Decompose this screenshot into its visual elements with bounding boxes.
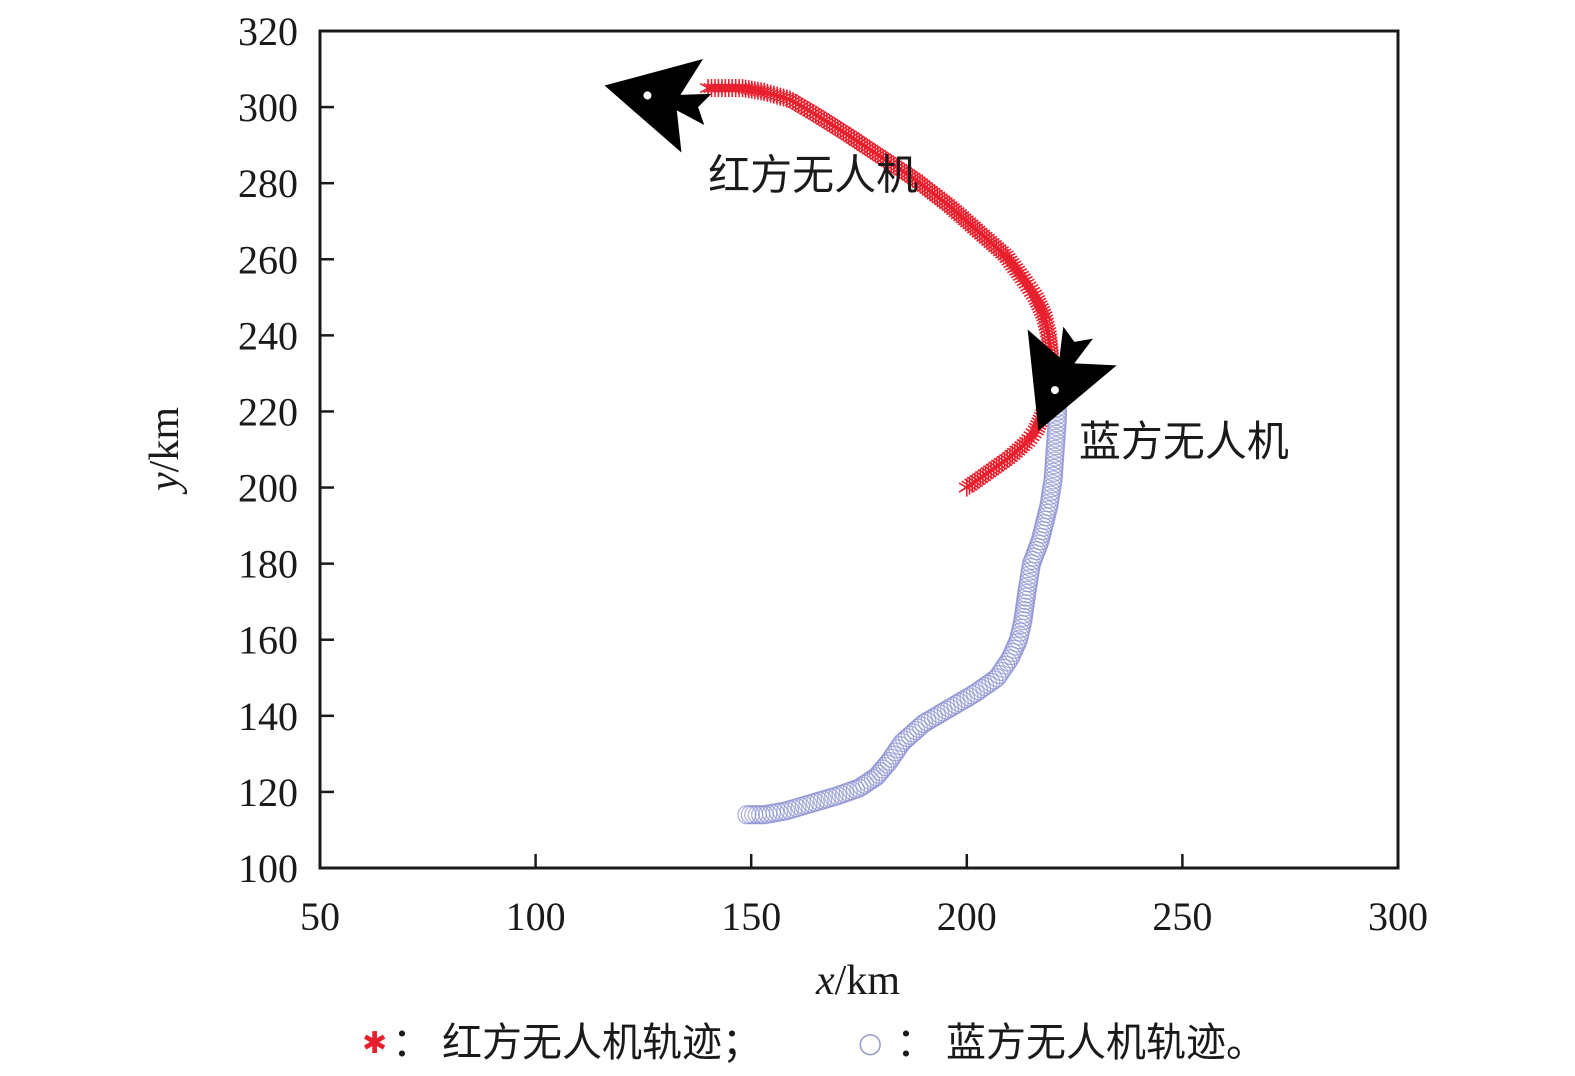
blue-trajectory-series bbox=[737, 382, 1067, 825]
legend-blue-symbol: ○ bbox=[858, 1026, 882, 1059]
red-trajectory-point bbox=[752, 82, 770, 101]
blue-trajectory-point bbox=[737, 805, 757, 825]
x-tick-label: 100 bbox=[506, 894, 566, 939]
red-trajectory-point bbox=[706, 79, 724, 98]
red-uav-annotation: 红方无人机 bbox=[708, 151, 918, 200]
x-axis-label: x/km bbox=[815, 958, 900, 1004]
legend-blue-label: 蓝方无人机轨迹。 bbox=[946, 1020, 1266, 1066]
legend-red-symbol: ✱ bbox=[362, 1026, 387, 1061]
x-tick-label: 250 bbox=[1152, 894, 1212, 939]
blue-trajectory-point bbox=[998, 652, 1018, 672]
legend-red-sep: ： bbox=[392, 1020, 432, 1066]
blue-trajectory-point bbox=[892, 732, 912, 753]
y-tick-label: 120 bbox=[238, 770, 298, 815]
blue-trajectory-point bbox=[895, 730, 915, 750]
blue-trajectory-point bbox=[890, 736, 910, 756]
y-tick-label: 240 bbox=[238, 313, 298, 358]
y-tick-label: 300 bbox=[238, 85, 298, 130]
y-axis-label-unit: /km bbox=[142, 407, 188, 473]
blue-trajectory-point bbox=[1034, 514, 1055, 534]
x-axis-label-var: x bbox=[815, 958, 835, 1004]
red-trajectory-point bbox=[1021, 430, 1038, 449]
legend-blue-sep: ： bbox=[896, 1020, 936, 1066]
y-tick-label: 320 bbox=[238, 9, 298, 54]
red-aircraft-icon bbox=[604, 59, 712, 153]
red-trajectory-point bbox=[703, 79, 720, 98]
red-trajectory-point bbox=[1018, 432, 1036, 451]
blue-trajectory-point bbox=[1007, 633, 1027, 653]
x-tick-label: 150 bbox=[721, 894, 781, 939]
blue-trajectory-point bbox=[886, 742, 906, 762]
y-axis-label-var: y bbox=[142, 472, 188, 495]
y-tick-label: 140 bbox=[238, 694, 298, 739]
x-tick-label: 50 bbox=[300, 894, 340, 939]
red-trajectory-point bbox=[746, 81, 764, 100]
axis-ticks: 50 100 150 200 250 30010012014016018020022024… bbox=[238, 9, 1428, 939]
legend: ✱ ： 红方无人机轨迹； ○ ： 蓝方无人机轨迹。 bbox=[362, 1020, 1266, 1066]
blue-trajectory-point bbox=[897, 728, 918, 748]
blue-trajectory-point bbox=[1032, 524, 1052, 544]
red-trajectory-series bbox=[699, 79, 1060, 497]
red-trajectory-point bbox=[755, 82, 773, 101]
aircraft-layer bbox=[604, 59, 1117, 431]
y-tick-label: 220 bbox=[238, 389, 298, 434]
blue-trajectory-point bbox=[1030, 531, 1050, 551]
y-tick-label: 260 bbox=[238, 237, 298, 282]
blue-trajectory-point bbox=[900, 725, 920, 745]
x-tick-label: 300 bbox=[1368, 894, 1428, 939]
x-tick-label: 200 bbox=[937, 894, 997, 939]
y-tick-label: 180 bbox=[238, 542, 298, 587]
x-axis-label-unit: /km bbox=[835, 958, 901, 1004]
y-tick-label: 200 bbox=[238, 466, 298, 511]
blue-aircraft-icon bbox=[1027, 326, 1117, 431]
legend-red-label: 红方无人机轨迹； bbox=[442, 1020, 762, 1066]
blue-trajectory-point bbox=[996, 655, 1016, 675]
red-trajectory-point bbox=[1001, 251, 1018, 270]
y-axis-label: y/km bbox=[142, 407, 188, 495]
red-trajectory-point bbox=[749, 81, 767, 100]
blue-trajectory-point bbox=[1031, 527, 1051, 547]
y-tick-label: 160 bbox=[238, 618, 298, 663]
red-trajectory-point bbox=[999, 249, 1016, 268]
blue-trajectory-point bbox=[1033, 520, 1053, 541]
blue-uav-annotation: 蓝方无人机 bbox=[1079, 417, 1289, 466]
y-tick-label: 280 bbox=[238, 161, 298, 206]
y-tick-label: 100 bbox=[238, 846, 298, 891]
blue-trajectory-point bbox=[1033, 517, 1054, 537]
plot-frame bbox=[318, 29, 1400, 870]
blue-trajectory-point bbox=[903, 723, 923, 743]
blue-trajectory-point bbox=[1035, 510, 1055, 530]
